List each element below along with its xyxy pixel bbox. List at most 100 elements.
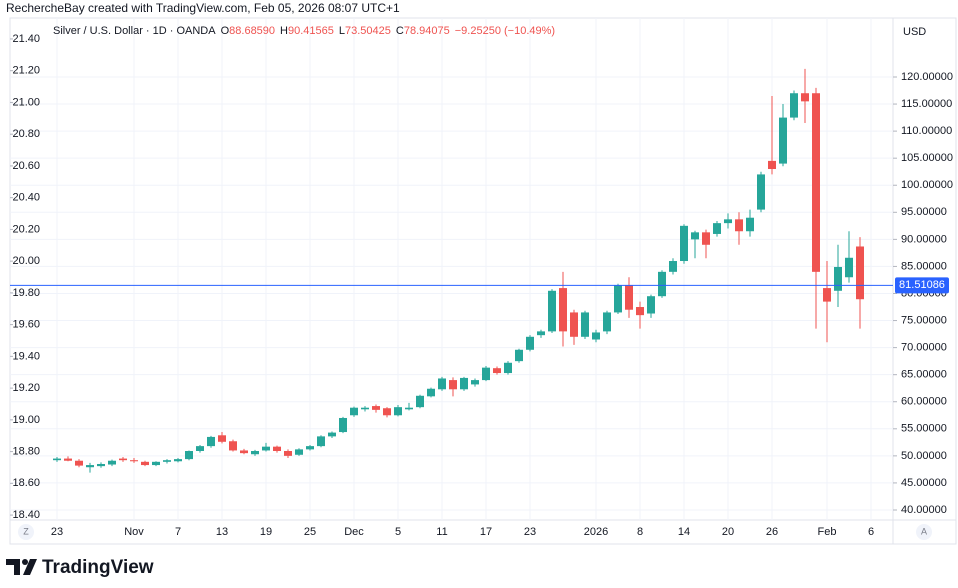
candle-body: [438, 378, 446, 390]
y2-tick-label: 19.80: [12, 287, 40, 299]
currency-label: USD: [903, 26, 926, 38]
x-tick-label: 6: [868, 526, 874, 538]
candle-body: [680, 225, 688, 262]
ohlc-key: L: [339, 25, 345, 37]
y-tick-label: 50.00000: [901, 450, 947, 462]
chart-header: Silver / U.S. Dollar · 1D · OANDA O88.685…: [53, 25, 555, 37]
x-tick-label: 23: [524, 526, 536, 538]
ohlc-value: 78.94075: [404, 25, 450, 37]
candle-body: [449, 380, 457, 390]
candle-body: [262, 446, 270, 451]
candle-body: [97, 463, 105, 467]
candle-body: [119, 458, 127, 461]
candle-body: [559, 288, 567, 332]
candle-body: [504, 362, 512, 374]
candle-body: [460, 377, 468, 390]
candle-body: [845, 257, 853, 278]
scale-button-label: Z: [23, 526, 29, 536]
y2-tick-label: 20.80: [12, 128, 40, 140]
y2-tick-label: 20.00: [12, 255, 40, 267]
ohlc-key: C: [396, 25, 404, 37]
candle-body: [53, 458, 61, 461]
symbol: Silver / U.S. Dollar · 1D · OANDA: [53, 25, 216, 37]
y2-tick-label: 19.40: [12, 350, 40, 362]
candle-body: [735, 219, 743, 232]
x-tick-label: 7: [175, 526, 181, 538]
y-tick-label: 60.00000: [901, 396, 947, 408]
candle-body: [834, 266, 842, 291]
candle-body: [823, 288, 831, 302]
y2-tick-label: 20.40: [12, 192, 40, 204]
x-tick-label: 20: [722, 526, 734, 538]
y-tick-label: 70.00000: [901, 342, 947, 354]
y2-tick-label: 21.20: [12, 65, 40, 77]
candle-body: [240, 450, 248, 454]
y2-tick-label: 19.20: [12, 382, 40, 394]
price-label-box: [895, 277, 949, 294]
credit: RechercheBay created with TradingView.co…: [6, 1, 400, 15]
candle-body: [295, 449, 303, 455]
candle-body: [317, 436, 325, 447]
brand: TradingView: [42, 557, 154, 578]
scale-button[interactable]: [18, 524, 34, 540]
candle-body: [570, 312, 578, 337]
candle-body: [207, 436, 215, 447]
candle-body: [801, 93, 809, 102]
candle-body: [350, 407, 358, 416]
ohlc-key: H: [280, 25, 288, 37]
candle-body: [856, 246, 864, 300]
candle-body: [812, 93, 820, 272]
ohlc-key: O: [221, 25, 230, 37]
candle-body: [548, 290, 556, 332]
candle-body: [416, 395, 424, 408]
candle-body: [339, 417, 347, 433]
candle-body: [691, 232, 699, 240]
y-tick-label: 45.00000: [901, 477, 947, 489]
y-tick-label: 115.00000: [901, 98, 952, 110]
candle-body: [702, 232, 710, 245]
x-tick-label: 25: [304, 526, 316, 538]
candle-body: [251, 450, 259, 455]
x-tick-label: 5: [395, 526, 401, 538]
x-tick-label: Nov: [124, 526, 144, 538]
x-tick-label: Feb: [818, 526, 837, 538]
y-tick-label: 110.00000: [901, 125, 952, 137]
candle-body: [614, 285, 622, 313]
y2-tick-label: 19.60: [12, 319, 40, 331]
x-tick-label: 17: [480, 526, 492, 538]
candle-body: [383, 408, 391, 416]
candle-body: [768, 160, 776, 170]
candle-body: [86, 465, 94, 468]
ohlc-value: 73.50425: [345, 25, 391, 37]
candle-body: [130, 460, 138, 462]
candle-body: [669, 261, 677, 272]
candle-body: [603, 312, 611, 332]
candle-body: [757, 174, 765, 210]
candle-body: [361, 407, 369, 410]
candle-body: [64, 458, 72, 461]
y-tick-label: 90.00000: [901, 233, 947, 245]
candle-body: [394, 407, 402, 416]
x-tick-label: 11: [436, 526, 447, 538]
candle-body: [306, 446, 314, 450]
candle-body: [196, 446, 204, 451]
y-tick-label: 95.00000: [901, 206, 947, 218]
y2-tick-label: 21.40: [12, 33, 40, 45]
x-tick-label: Dec: [344, 526, 364, 538]
ohlc-value: −9.25250 (−10.49%): [455, 25, 555, 37]
candle-body: [515, 349, 523, 362]
scale-button[interactable]: [916, 524, 932, 540]
candle-body: [713, 223, 721, 234]
candle-body: [779, 117, 787, 164]
x-tick-label: 2026: [584, 526, 608, 538]
candle-body: [636, 307, 644, 316]
candle-body: [328, 432, 336, 437]
candle-body: [141, 461, 149, 466]
y-tick-label: 100.00000: [901, 179, 953, 191]
y-tick-label: 105.00000: [901, 152, 953, 164]
candle-body: [405, 407, 413, 410]
candle-body: [273, 446, 281, 451]
candle-body: [647, 296, 655, 314]
candle-body: [482, 367, 490, 381]
